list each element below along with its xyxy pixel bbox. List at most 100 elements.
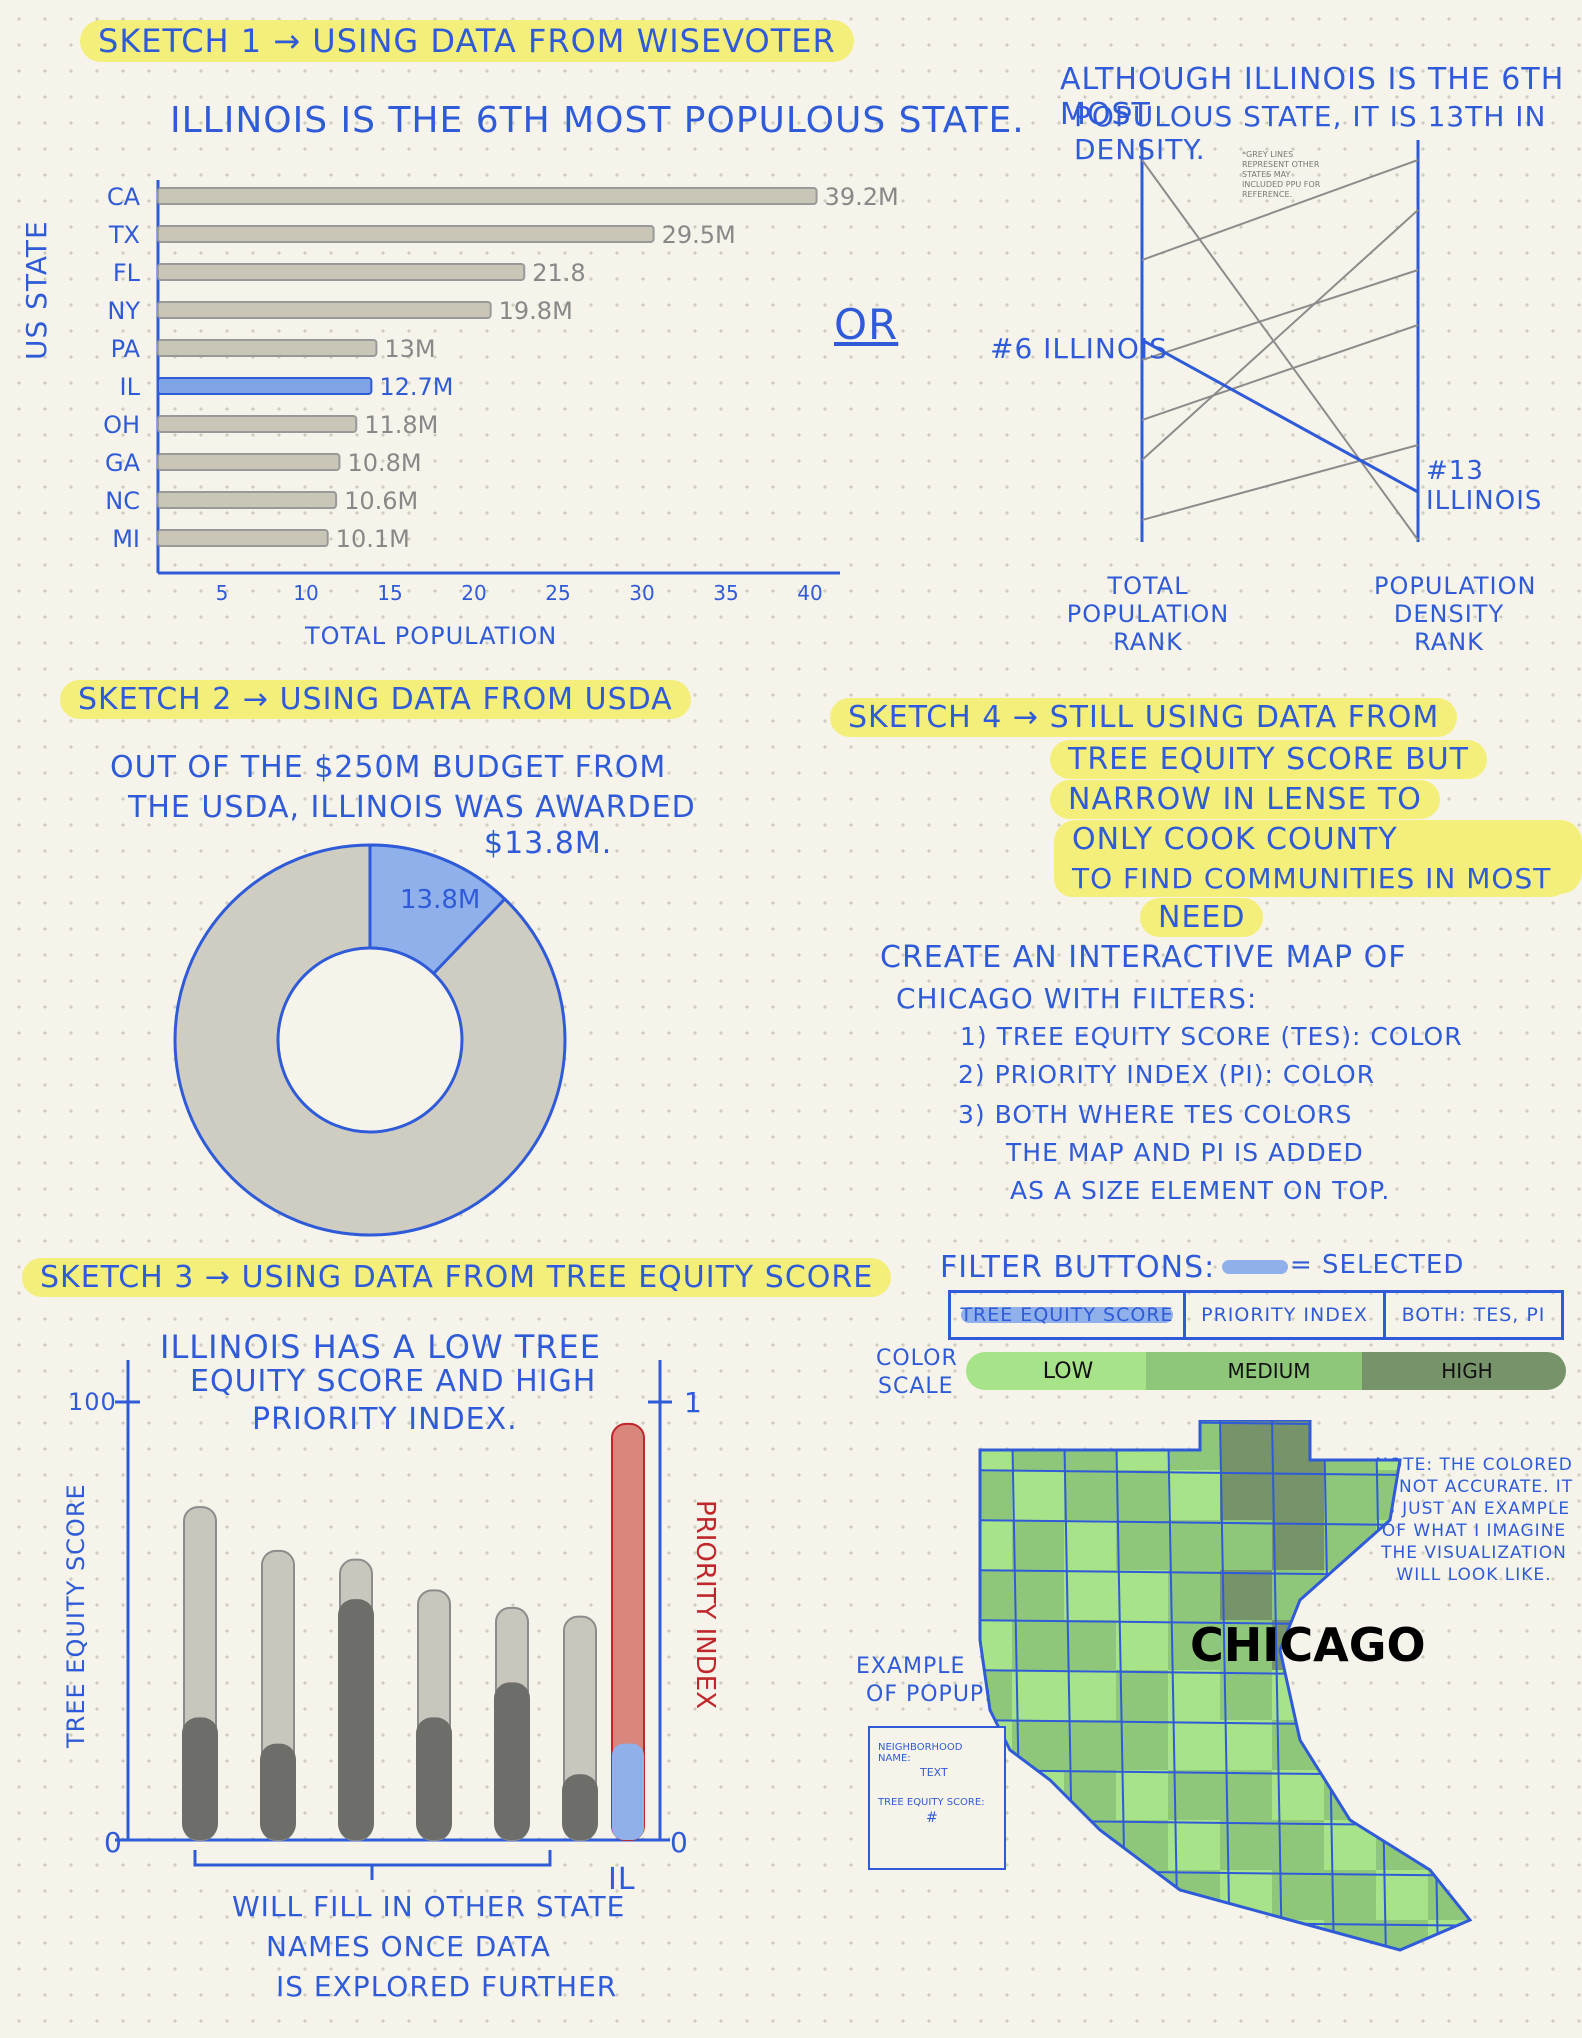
map-cell[interactable] (1428, 1420, 1480, 1470)
map-cell[interactable] (960, 1870, 1012, 1920)
map-cell[interactable] (1272, 1770, 1324, 1820)
pi-right-bottom: 0 (670, 1826, 689, 1859)
map-cell[interactable] (1428, 1520, 1480, 1570)
bar-mi (157, 529, 329, 547)
map-cell[interactable] (1272, 1670, 1324, 1720)
map-cell[interactable] (1012, 1670, 1064, 1720)
map-cell[interactable] (1012, 1870, 1064, 1920)
map-cell[interactable] (1012, 1470, 1064, 1520)
map-cell[interactable] (1168, 1470, 1220, 1520)
map-cell[interactable] (1272, 1570, 1324, 1620)
map-cell[interactable] (1324, 1470, 1376, 1520)
map-cell[interactable] (1220, 1570, 1272, 1620)
slope-line-other (1141, 269, 1419, 361)
map-cell[interactable] (1168, 1670, 1220, 1720)
filter-button-both[interactable]: BOTH: TES, PI (1386, 1293, 1561, 1337)
filter-button-tes[interactable]: TREE EQUITY SCORE (951, 1293, 1186, 1337)
map-cell[interactable] (960, 1470, 1012, 1520)
map-cell[interactable] (1116, 1920, 1168, 1960)
filter-button-pi[interactable]: PRIORITY INDEX (1186, 1293, 1386, 1337)
map-cell[interactable] (1272, 1420, 1324, 1470)
map-cell[interactable] (1116, 1420, 1168, 1470)
map-cell[interactable] (1428, 1670, 1480, 1720)
map-cell[interactable] (1324, 1670, 1376, 1720)
map-cell[interactable] (1012, 1820, 1064, 1870)
map-cell[interactable] (1168, 1720, 1220, 1770)
map-cell[interactable] (1064, 1870, 1116, 1920)
scale-low: LOW (966, 1352, 1170, 1390)
map-cell[interactable] (1220, 1620, 1272, 1670)
x-tick-label: 40 (797, 581, 822, 605)
map-cell[interactable] (1012, 1770, 1064, 1820)
map-cell[interactable] (1116, 1470, 1168, 1520)
map-cell[interactable] (1428, 1820, 1480, 1870)
map-cell[interactable] (1220, 1920, 1272, 1960)
map-cell[interactable] (1376, 1670, 1428, 1720)
map-cell[interactable] (1324, 1720, 1376, 1770)
map-cell[interactable] (1012, 1520, 1064, 1570)
map-cell[interactable] (1064, 1520, 1116, 1570)
slope-note: *GREY LINES REPRESENT OTHER STATES MAY I… (1242, 150, 1321, 199)
map-cell[interactable] (1376, 1470, 1428, 1520)
map-cell[interactable] (1116, 1520, 1168, 1570)
map-cell[interactable] (1012, 1720, 1064, 1770)
map-cell[interactable] (1428, 1570, 1480, 1620)
map-cell[interactable] (960, 1920, 1012, 1960)
map-cell[interactable] (1220, 1520, 1272, 1570)
map-cell[interactable] (1116, 1770, 1168, 1820)
map-cell[interactable] (1116, 1620, 1168, 1670)
map-cell[interactable] (1376, 1770, 1428, 1820)
map-cell[interactable] (1064, 1720, 1116, 1770)
map-cell[interactable] (1064, 1820, 1116, 1870)
map-cell[interactable] (1064, 1470, 1116, 1520)
map-cell[interactable] (960, 1570, 1012, 1620)
map-cell[interactable] (1168, 1770, 1220, 1820)
map-cell[interactable] (1220, 1470, 1272, 1520)
map-cell[interactable] (1428, 1770, 1480, 1820)
map-cell[interactable] (1324, 1570, 1376, 1620)
map-cell[interactable] (1116, 1670, 1168, 1720)
map-cell[interactable] (1376, 1570, 1428, 1620)
map-cell[interactable] (1168, 1570, 1220, 1620)
map-cell[interactable] (1324, 1520, 1376, 1570)
map-cell[interactable] (1168, 1520, 1220, 1570)
popup-example[interactable]: NEIGHBORHOOD NAME: TEXT TREE EQUITY SCOR… (868, 1726, 1006, 1870)
map-cell[interactable] (1376, 1720, 1428, 1770)
map-cell[interactable] (1220, 1420, 1272, 1470)
map-cell[interactable] (1064, 1670, 1116, 1720)
map-cell[interactable] (1012, 1620, 1064, 1670)
il-tes-bar (612, 1743, 644, 1840)
map-cell[interactable] (1168, 1920, 1220, 1960)
map-cell[interactable] (1428, 1620, 1480, 1670)
map-cell[interactable] (1064, 1420, 1116, 1470)
chicago-map[interactable] (960, 1420, 1500, 1960)
tes-left-top: 100 (68, 1388, 117, 1416)
map-cell[interactable] (960, 1620, 1012, 1670)
sketch3-line2: EQUITY SCORE AND HIGH (190, 1364, 597, 1399)
map-cell[interactable] (1376, 1420, 1428, 1470)
map-cell[interactable] (1012, 1920, 1064, 1960)
map-cell[interactable] (1220, 1670, 1272, 1720)
map-cell[interactable] (1012, 1570, 1064, 1620)
map-cell[interactable] (1272, 1470, 1324, 1520)
value-label-oh: 11.8M (364, 411, 438, 439)
map-cell[interactable] (1220, 1720, 1272, 1770)
map-cell[interactable] (1064, 1620, 1116, 1670)
map-cell[interactable] (1064, 1920, 1116, 1960)
state-label-tx: TX (108, 221, 140, 249)
map-cell[interactable] (1116, 1570, 1168, 1620)
map-cell[interactable] (1012, 1420, 1064, 1470)
map-cell[interactable] (1428, 1720, 1480, 1770)
map-cell[interactable] (1324, 1420, 1376, 1470)
map-cell[interactable] (1116, 1870, 1168, 1920)
map-cell[interactable] (1168, 1620, 1220, 1670)
map-cell[interactable] (1168, 1420, 1220, 1470)
map-cell[interactable] (1220, 1770, 1272, 1820)
map-cell[interactable] (960, 1420, 1012, 1470)
map-cell[interactable] (1272, 1520, 1324, 1570)
map-cell[interactable] (1428, 1470, 1480, 1520)
map-cell[interactable] (1116, 1720, 1168, 1770)
map-cell[interactable] (1064, 1570, 1116, 1620)
map-cell[interactable] (960, 1520, 1012, 1570)
pi-bar (494, 1682, 530, 1840)
